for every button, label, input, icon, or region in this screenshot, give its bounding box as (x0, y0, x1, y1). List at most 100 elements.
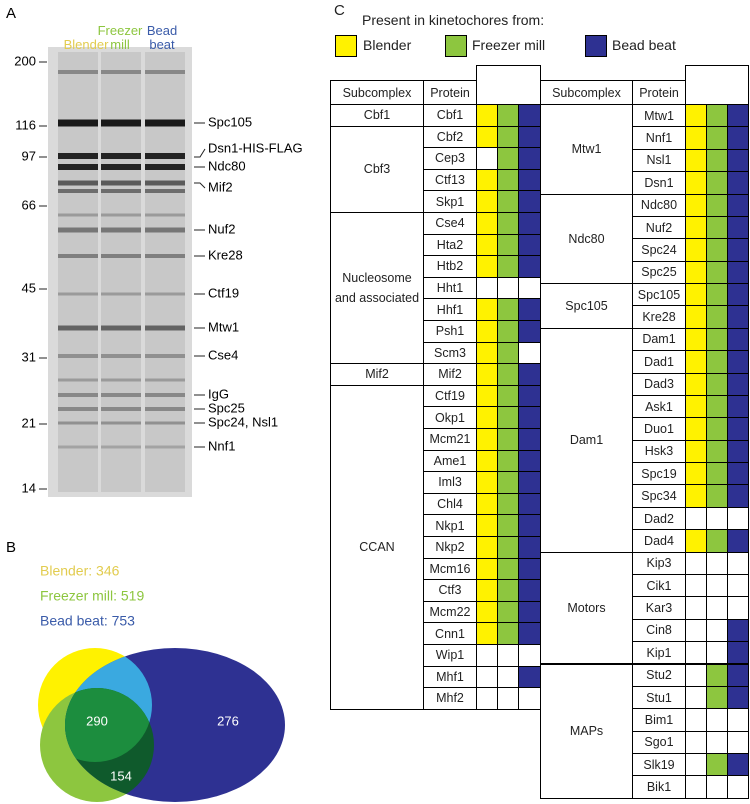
band-label: Spc105 (208, 114, 252, 129)
band-label: Nnf1 (208, 438, 235, 453)
presence-cell (727, 753, 749, 777)
presence-cell (685, 283, 707, 307)
presence-cell (497, 536, 519, 559)
protein-cell: Sgo1 (632, 730, 686, 754)
protein-cell: Dsn1 (632, 171, 686, 195)
presence-cell (476, 471, 498, 494)
subcomplex-cell: CCAN (330, 384, 424, 710)
protein-cell: Stu1 (632, 685, 686, 710)
protein-cell: Bik1 (632, 775, 686, 799)
presence-cell (727, 148, 749, 173)
presence-cell (685, 394, 707, 419)
gel-band (145, 445, 185, 449)
presence-cell (476, 622, 498, 645)
presence-cell (476, 104, 498, 127)
protein-cell: Cse4 (423, 212, 477, 235)
presence-cell (685, 573, 707, 598)
presence-cell (685, 730, 707, 754)
gel-band (58, 180, 98, 186)
protein-cell: Mtw1 (632, 104, 686, 128)
presence-cell (497, 320, 519, 343)
presence-cell (476, 320, 498, 343)
protein-cell: Kip1 (632, 641, 686, 665)
band-label: Ndc80 (208, 158, 246, 173)
venn-count: 154 (110, 768, 132, 783)
gel-band (58, 407, 98, 411)
protein-cell: Hht1 (423, 276, 477, 300)
presence-cell (727, 327, 749, 352)
header-cell: Subcomplex (330, 80, 424, 105)
gel-band (101, 119, 141, 127)
header-cell (685, 65, 749, 105)
protein-cell: Spc25 (632, 260, 686, 285)
presence-cell (685, 260, 707, 285)
subcomplex-cell: Motors (540, 551, 633, 665)
subcomplex-cell: Mtw1 (540, 104, 633, 195)
gel-band (145, 213, 185, 217)
protein-cell: Htb2 (423, 255, 477, 278)
presence-cell (706, 506, 728, 531)
protein-cell: Mhf2 (423, 687, 477, 710)
presence-cell (727, 104, 749, 128)
presence-cell (706, 327, 728, 352)
gel-band (101, 213, 141, 217)
legend-swatch (335, 35, 357, 57)
presence-cell (727, 730, 749, 754)
lane-label: Blender (63, 37, 109, 52)
protein-cell: Nkp1 (423, 514, 477, 537)
presence-cell (727, 417, 749, 441)
presence-cell (706, 350, 728, 374)
presence-cell (706, 753, 728, 777)
gel-band (101, 180, 141, 186)
marker-label: 66 (22, 197, 36, 212)
presence-cell (685, 663, 707, 687)
gel-band (145, 393, 185, 397)
presence-cell (706, 484, 728, 508)
gel-band (58, 164, 98, 170)
subcomplex-cell: MAPs (540, 663, 633, 799)
protein-cell: Dad1 (632, 350, 686, 374)
protein-cell: Ctf19 (423, 384, 477, 408)
presence-cell (685, 238, 707, 262)
presence-cell (685, 529, 707, 553)
protein-cell: Dad4 (632, 529, 686, 553)
presence-cell (685, 350, 707, 374)
protein-cell: Ndc80 (632, 193, 686, 217)
presence-cell (706, 551, 728, 575)
presence-cell (518, 320, 541, 343)
presence-cell (685, 372, 707, 396)
presence-cell (685, 171, 707, 195)
gel-band (145, 407, 185, 411)
presence-cell (476, 644, 498, 667)
legend-swatch (585, 35, 607, 57)
presence-cell (706, 126, 728, 150)
protein-cell: Slk19 (632, 753, 686, 777)
presence-cell (685, 506, 707, 531)
presence-cell (518, 622, 541, 645)
presence-cell (476, 276, 498, 300)
header-cell (476, 65, 541, 105)
presence-cell (727, 506, 749, 531)
protein-cell: Nsl1 (632, 148, 686, 173)
presence-cell (685, 417, 707, 441)
gel-band (145, 70, 185, 74)
subcomplex-cell: Mif2 (330, 363, 424, 386)
lane-label: Freezer mill (97, 23, 143, 52)
presence-cell (476, 579, 498, 602)
presence-cell (706, 215, 728, 240)
venn-overlap (65, 688, 152, 762)
presence-cell (727, 126, 749, 150)
protein-cell: Dad2 (632, 506, 686, 531)
presence-cell (476, 233, 498, 257)
venn-legend: Blender: 346 (40, 563, 120, 579)
band-label: Mtw1 (208, 319, 239, 334)
protein-cell: Mcm21 (423, 428, 477, 451)
presence-cell (685, 596, 707, 620)
gel-band (101, 407, 141, 411)
presence-cell (685, 104, 707, 128)
presence-cell (497, 665, 519, 689)
gel-lane (58, 52, 98, 492)
presence-cell (706, 663, 728, 687)
presence-cell (497, 147, 519, 170)
presence-cell (706, 305, 728, 329)
